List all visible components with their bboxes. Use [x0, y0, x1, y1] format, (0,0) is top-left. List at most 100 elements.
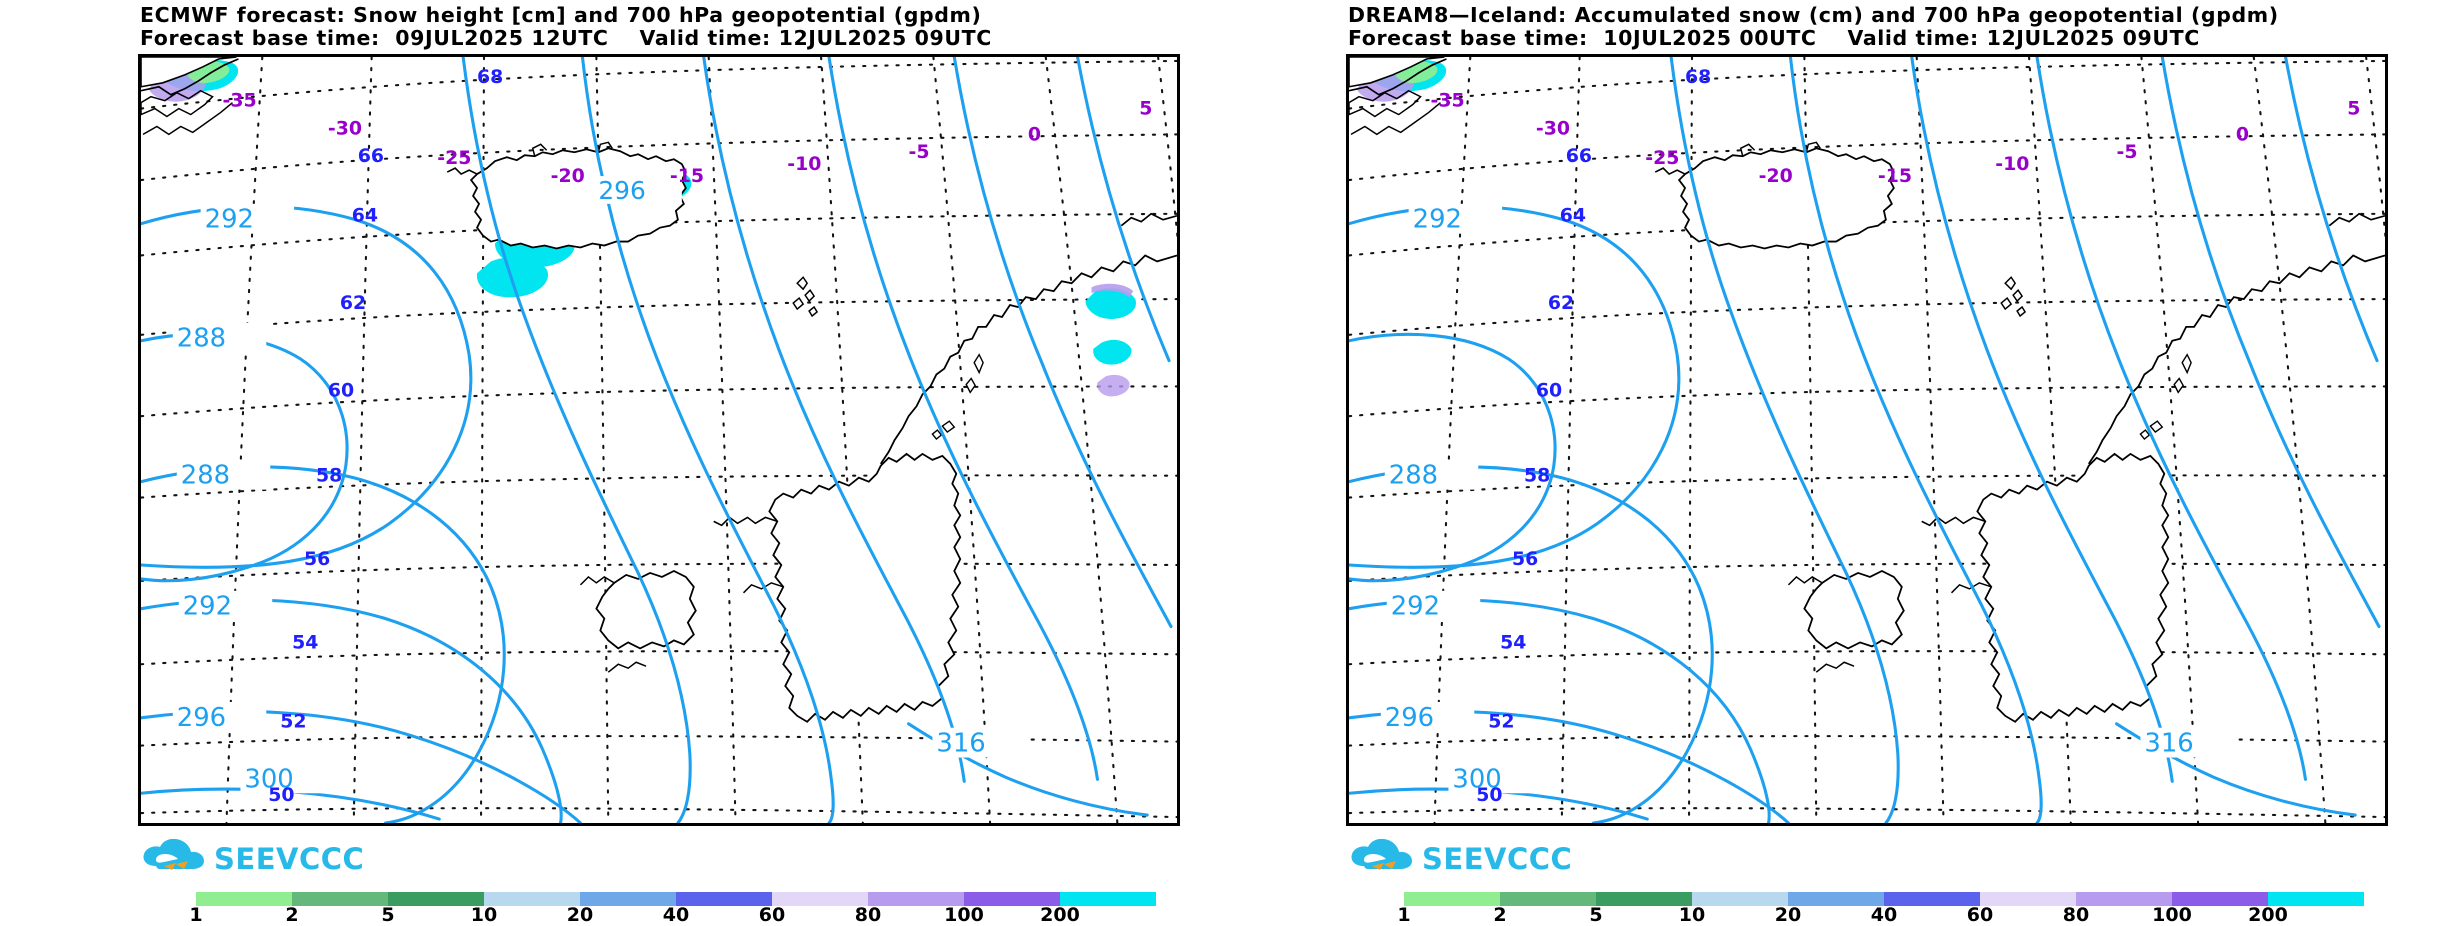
- colorbar-swatch-9-right: [2172, 892, 2268, 906]
- latitude-labels-left: 68 66 64 62 60 58 56 54 52 50: [268, 66, 503, 806]
- colorbar-tick-80: 80: [854, 904, 882, 926]
- colorbar-swatch-8-right: [2076, 892, 2172, 906]
- colorbar-swatch-2: [292, 892, 388, 906]
- contour-label-292b-right: 292: [1391, 592, 1440, 622]
- colorbar-tick-60-right: 60: [1966, 904, 1994, 926]
- colorbar-swatch-1-right: [1404, 892, 1500, 906]
- panel-dream8: DREAM8—Iceland: Accumulated snow (cm) an…: [1220, 0, 2440, 925]
- panel-title-line2-right: Forecast base time: 10JUL2025 00UTC Vali…: [1348, 26, 2200, 50]
- colorbar-swatch-7: [772, 892, 868, 906]
- seevccc-logo-right[interactable]: SEEVCCC: [1350, 836, 1580, 880]
- colorbar-tick-5-right: 5: [1589, 904, 1603, 926]
- colorbar-swatch-10: [1060, 892, 1156, 906]
- colorbar-tick-100: 100: [944, 904, 984, 926]
- lon-label-m10: -10: [787, 153, 821, 175]
- lon-label-m15-right: -15: [1878, 165, 1912, 187]
- lon-label-m5: -5: [909, 141, 930, 163]
- map-canvas-right[interactable]: 292 288 292 296 300 316 68 66 64 62: [1346, 54, 2388, 826]
- contour-label-292a-right: 292: [1413, 205, 1462, 235]
- contour-value-labels-right: 292 288 292 296 300 316: [1380, 203, 2234, 794]
- colorbar-swatch-9: [964, 892, 1060, 906]
- panel-title-line1-right: DREAM8—Iceland: Accumulated snow (cm) an…: [1348, 3, 2279, 27]
- lat-label-62: 62: [340, 292, 366, 314]
- contour-label-316: 316: [936, 729, 985, 759]
- contour-label-296: 296: [177, 703, 226, 733]
- lon-label-m10-right: -10: [1995, 153, 2029, 175]
- lon-label-m25: -25: [437, 147, 471, 169]
- contour-label-288a: 288: [177, 324, 226, 354]
- contour-label-288b: 288: [181, 461, 230, 491]
- lat-label-54-right: 54: [1500, 631, 1526, 653]
- lat-label-50: 50: [268, 784, 294, 806]
- colorbar-tick-1-right: 1: [1397, 904, 1411, 926]
- lat-label-50-right: 50: [1476, 784, 1502, 806]
- seevccc-logo-svg-right: SEEVCCC: [1351, 838, 1572, 876]
- colorbar-right: 1 2 5 10 20 40 60 80 100 200: [1397, 892, 2364, 926]
- lon-label-m35: -35: [223, 90, 257, 112]
- lon-label-m5-right: -5: [2117, 141, 2138, 163]
- colorbar-tick-200-right: 200: [2248, 904, 2288, 926]
- cloud-icon-right: [1351, 838, 1412, 870]
- contour-label-288b-right: 288: [1389, 461, 1438, 491]
- map-canvas-left[interactable]: 292 288 288 292 296 300 316 296: [138, 54, 1180, 826]
- colorbar-swatch-3-right: [1596, 892, 1692, 906]
- colorbar-left: 1 2 5 10 20 40 60 80 100 200: [189, 892, 1156, 926]
- colorbar-swatch-6-right: [1884, 892, 1980, 906]
- lat-label-60-right: 60: [1536, 379, 1562, 401]
- lon-label-m15: -15: [670, 165, 704, 187]
- seevccc-logo-svg-left: SEEVCCC: [143, 838, 364, 876]
- lat-label-56-right: 56: [1512, 548, 1538, 570]
- lat-label-56: 56: [304, 548, 330, 570]
- seevccc-logo-left[interactable]: SEEVCCC: [142, 836, 372, 880]
- contour-label-292b: 292: [183, 592, 232, 622]
- lat-label-62-right: 62: [1548, 292, 1574, 314]
- contour-label-300-right: 300: [1452, 764, 1501, 794]
- panel-ecmwf: ECMWF forecast: Snow height [cm] and 700…: [0, 0, 1220, 925]
- panel-title-block-left: ECMWF forecast: Snow height [cm] and 700…: [140, 4, 1200, 50]
- lon-label-m30-right: -30: [1536, 117, 1570, 139]
- lon-label-m30: -30: [328, 117, 362, 139]
- colorbar-ticks-right: 1 2 5 10 20 40 60 80 100 200: [1397, 904, 2364, 926]
- lat-label-58-right: 58: [1524, 465, 1550, 487]
- colorbar-swatch-1: [196, 892, 292, 906]
- lat-label-60: 60: [328, 379, 354, 401]
- colorbar-tick-200: 200: [1040, 904, 1080, 926]
- colorbar-tick-40-right: 40: [1870, 904, 1898, 926]
- colorbar-tick-40: 40: [662, 904, 690, 926]
- lat-label-64-right: 64: [1560, 205, 1586, 227]
- colorbar-tick-2: 2: [285, 904, 299, 926]
- contour-label-300: 300: [244, 764, 293, 794]
- lon-label-m20-right: -20: [1759, 165, 1793, 187]
- colorbar-tick-2-right: 2: [1493, 904, 1507, 926]
- lon-label-m35-right: -35: [1431, 90, 1465, 112]
- lon-label-m25-right: -25: [1645, 147, 1679, 169]
- lat-label-68: 68: [477, 66, 503, 88]
- longitude-labels-right: -35 -30 -25 -20 -15 -10 -5 0 5: [1431, 90, 2361, 187]
- colorbar-tick-80-right: 80: [2062, 904, 2090, 926]
- lon-label-5-right: 5: [2347, 98, 2360, 120]
- colorbar-swatch-8: [868, 892, 964, 906]
- lat-label-64: 64: [352, 205, 378, 227]
- colorbar-tick-60: 60: [758, 904, 786, 926]
- contour-label-296-iceland: 296: [598, 176, 645, 205]
- lat-label-68-right: 68: [1685, 66, 1711, 88]
- lat-label-66-right: 66: [1566, 145, 1592, 167]
- latitude-labels-right: 68 66 64 62 60 58 56 54 52 50: [1476, 66, 1711, 806]
- colorbar-tick-10: 10: [470, 904, 498, 926]
- colorbar-tick-5: 5: [381, 904, 395, 926]
- lat-label-58: 58: [316, 465, 342, 487]
- panel-title-block-right: DREAM8—Iceland: Accumulated snow (cm) an…: [1348, 4, 2408, 50]
- lon-label-0: 0: [1028, 123, 1041, 145]
- lat-label-52-right: 52: [1488, 711, 1514, 733]
- colorbar-swatches-left: [196, 892, 1156, 906]
- colorbar-swatches-right: [1404, 892, 2364, 906]
- colorbar-tick-100-right: 100: [2152, 904, 2192, 926]
- colorbar-swatch-4-right: [1692, 892, 1788, 906]
- colorbar-tick-10-right: 10: [1678, 904, 1706, 926]
- map-svg-right: 292 288 292 296 300 316 68 66 64 62: [1349, 57, 2385, 823]
- contour-label-316-right: 316: [2144, 729, 2193, 759]
- lat-label-52: 52: [280, 711, 306, 733]
- longitude-labels-left: -35 -30 -25 -20 -15 -10 -5 0 5: [223, 90, 1153, 187]
- panel-title-line1-left: ECMWF forecast: Snow height [cm] and 700…: [140, 3, 982, 27]
